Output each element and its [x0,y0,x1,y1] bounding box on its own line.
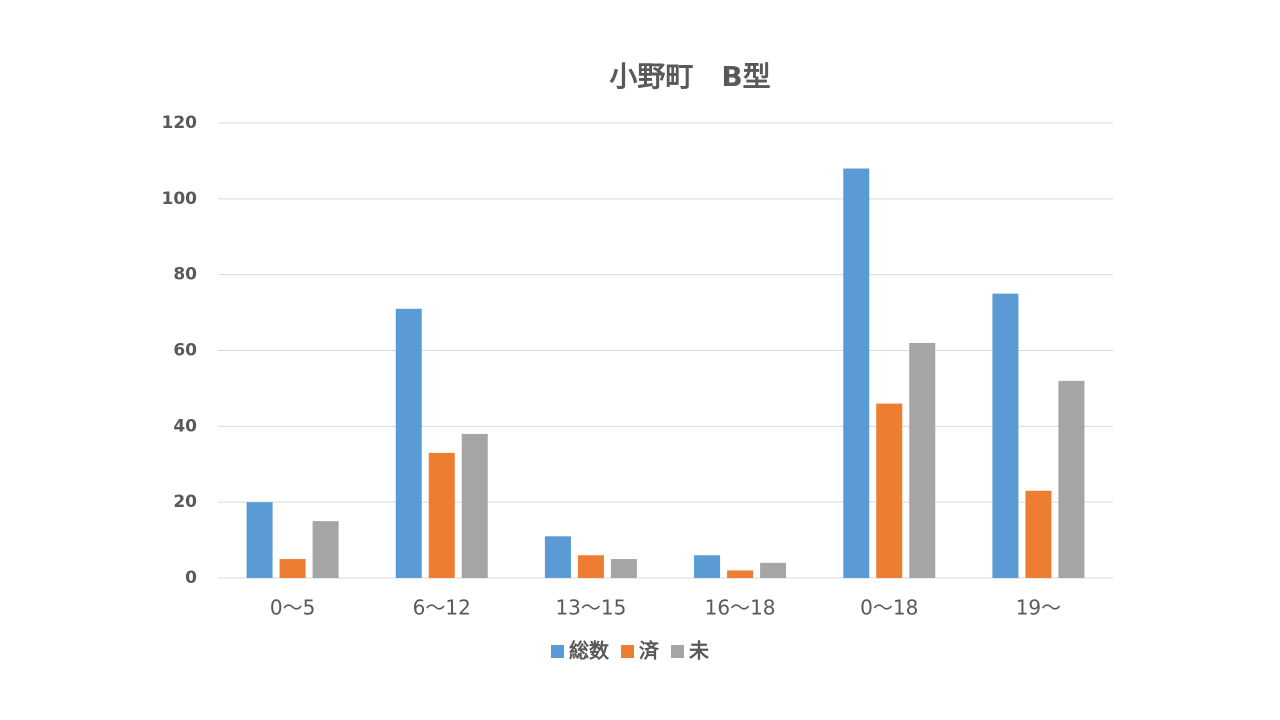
x-tick-label: 6～12 [413,596,471,620]
y-tick-label: 120 [162,113,198,133]
bar [279,559,306,578]
bar [694,555,721,578]
bar [610,559,637,578]
bar [395,308,422,578]
y-tick-label: 60 [173,341,197,361]
legend-label: 未 [689,639,709,663]
chart-title: 小野町 B型 [609,60,770,93]
bar [760,562,787,578]
legend-swatch [671,645,684,658]
bar [312,521,339,578]
legend-label: 済 [639,639,660,663]
bar [246,502,273,578]
bar [428,452,455,578]
x-tick-label: 0～18 [860,596,918,620]
bar [1058,380,1085,578]
x-tick-label: 0～5 [270,596,315,620]
bar [544,536,571,578]
y-tick-label: 20 [173,492,197,512]
y-tick-label: 0 [185,568,197,588]
bar [577,555,604,578]
legend-swatch [551,645,564,658]
bar [461,433,488,578]
y-tick-label: 80 [173,265,197,285]
bar [909,342,936,578]
legend-label: 総数 [569,639,610,663]
y-tick-label: 100 [162,189,198,209]
bar [992,293,1019,578]
x-tick-label: 19～ [1016,596,1061,620]
x-tick-label: 16～18 [705,596,776,620]
y-tick-label: 40 [173,416,197,436]
x-tick-label: 13～15 [555,596,626,620]
bar [1025,490,1052,578]
legend-swatch [621,645,634,658]
bar [843,168,870,578]
bar [727,570,754,578]
bar [876,403,903,578]
